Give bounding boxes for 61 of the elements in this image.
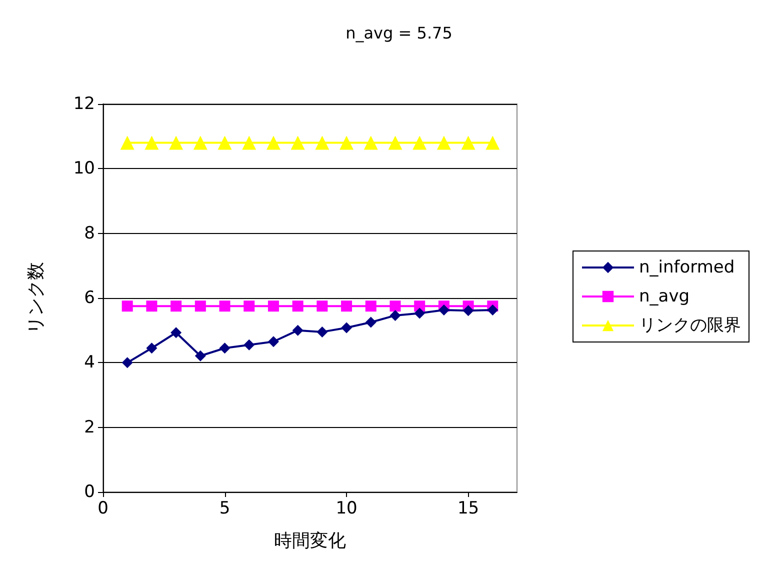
- point: [316, 300, 328, 312]
- point: [122, 300, 133, 312]
- point: [486, 136, 500, 150]
- point: [146, 342, 158, 354]
- x-tick-label: 0: [98, 498, 108, 518]
- point: [146, 300, 158, 312]
- point: [436, 136, 451, 150]
- point: [365, 316, 376, 328]
- point: [266, 136, 280, 150]
- y-axis-title: リンク数: [26, 262, 46, 334]
- point: [414, 308, 426, 319]
- point: [268, 336, 279, 348]
- point: [170, 300, 182, 312]
- point: [120, 136, 134, 150]
- y-tick-label: 6: [84, 288, 95, 308]
- y-tick-label: 2: [84, 417, 95, 438]
- point: [170, 327, 182, 338]
- point: [341, 300, 352, 312]
- legend-label: n_informed: [639, 258, 735, 278]
- point: [412, 136, 427, 150]
- point: [388, 136, 402, 150]
- point: [438, 304, 450, 316]
- point: [365, 300, 376, 312]
- point: [219, 300, 230, 312]
- point: [341, 322, 352, 334]
- point: [194, 300, 206, 312]
- point: [218, 136, 232, 150]
- point: [292, 300, 304, 312]
- point: [316, 326, 328, 338]
- point: [244, 339, 255, 350]
- point: [122, 357, 133, 368]
- point: [461, 136, 476, 150]
- point: [144, 136, 159, 150]
- point: [268, 300, 279, 312]
- y-tick-label: 10: [73, 158, 95, 179]
- point: [193, 136, 208, 150]
- point: [390, 310, 401, 321]
- point: [244, 300, 255, 312]
- point: [169, 136, 184, 150]
- legend-label: n_avg: [639, 286, 690, 306]
- point: [292, 324, 304, 336]
- y-tick-label: 4: [84, 352, 95, 373]
- point: [315, 136, 330, 150]
- point: [364, 136, 378, 150]
- y-tick-label: 8: [84, 223, 95, 244]
- point: [194, 350, 206, 362]
- y-tick-label: 0: [84, 482, 95, 502]
- point: [219, 342, 230, 354]
- point: [340, 136, 354, 150]
- x-tick-label: 15: [457, 498, 480, 518]
- x-tick-label: 10: [336, 498, 358, 518]
- chart-title: n_avg = 5.75: [346, 24, 452, 42]
- point: [487, 304, 498, 316]
- point: [242, 136, 256, 150]
- legend-label: リンクの限界: [639, 316, 741, 336]
- point: [462, 305, 474, 316]
- x-axis-title: 時間変化: [274, 530, 346, 552]
- point: [390, 300, 401, 312]
- y-tick-label: 12: [73, 94, 95, 114]
- x-tick-label: 5: [219, 498, 230, 518]
- point: [290, 136, 305, 150]
